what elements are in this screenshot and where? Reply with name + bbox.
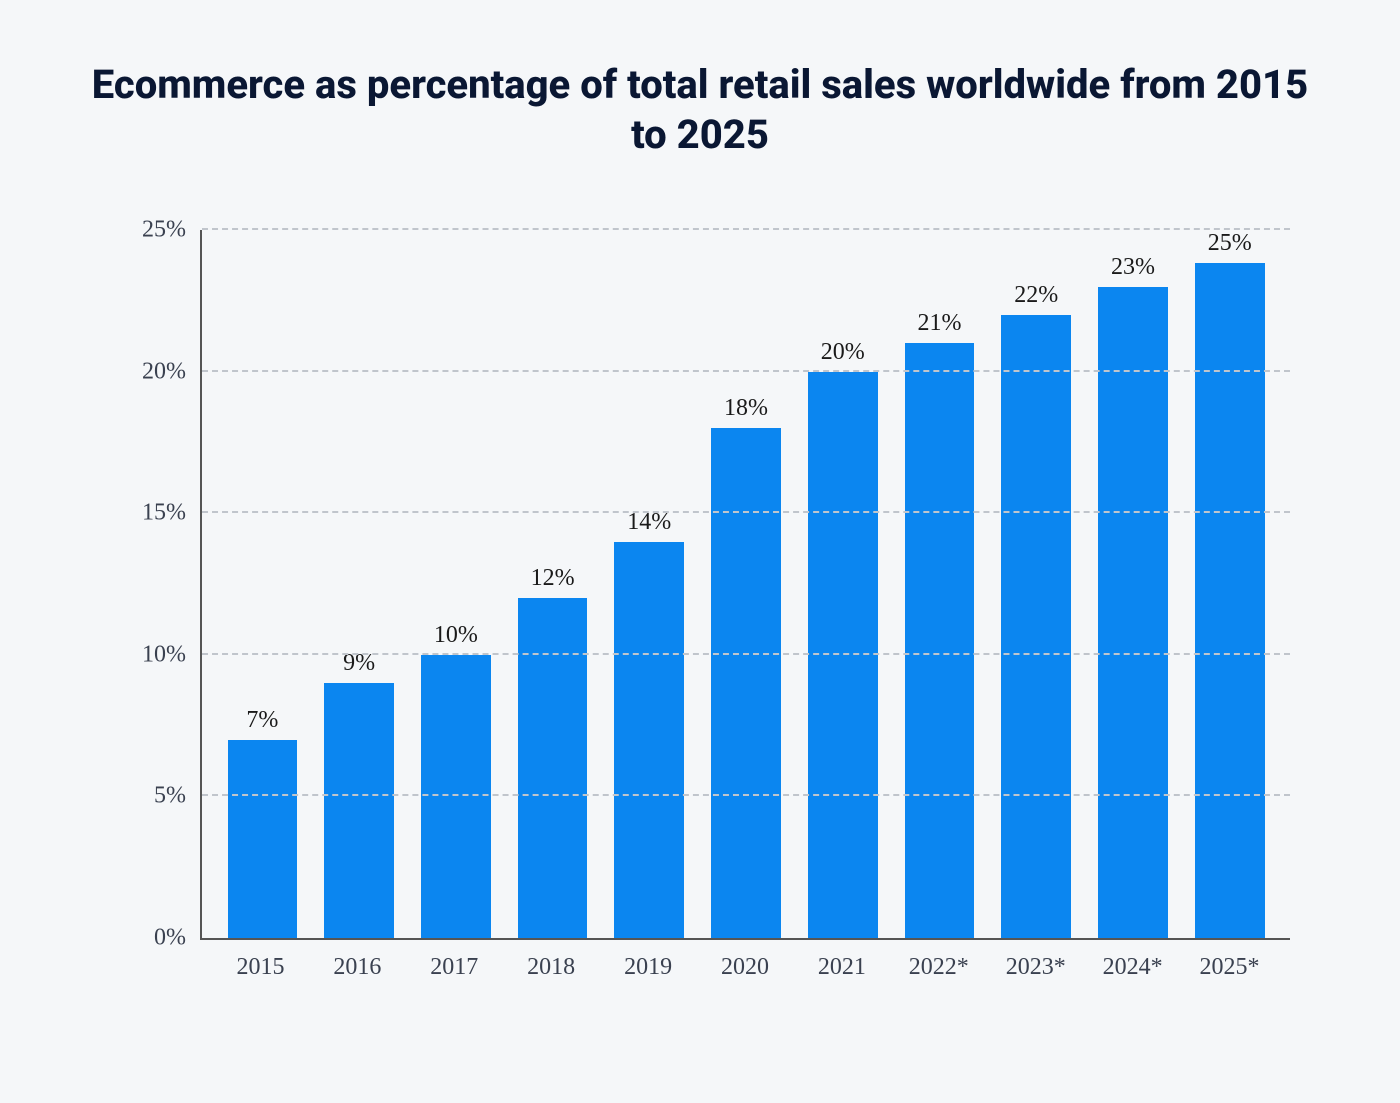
chart-title: Ecommerce as percentage of total retail … bbox=[90, 60, 1310, 160]
bar bbox=[324, 683, 394, 938]
bar-slot: 18% bbox=[698, 230, 795, 938]
bar-slot: 9% bbox=[311, 230, 408, 938]
grid-line bbox=[202, 653, 1290, 655]
x-axis: 20152016201720182019202020212022*2023*20… bbox=[200, 940, 1290, 1000]
bars-row: 7% 9% 10% 12% 14% 18% 20% 21% 22% 23% 25% bbox=[202, 230, 1290, 938]
y-tick-label: 5% bbox=[154, 783, 186, 810]
grid-line bbox=[202, 370, 1290, 372]
bar-value-label: 20% bbox=[821, 339, 865, 366]
bar-slot: 10% bbox=[407, 230, 504, 938]
x-tick-label: 2019 bbox=[600, 940, 697, 1000]
bar-value-label: 23% bbox=[1111, 254, 1155, 281]
bar-slot: 25% bbox=[1181, 230, 1278, 938]
bar-slot: 12% bbox=[504, 230, 601, 938]
plot-area: 7%9%10%12%14%18%20%21%22%23%25% 0%5%10%1… bbox=[200, 230, 1290, 940]
bar-slot: 21% bbox=[891, 230, 988, 938]
y-tick-label: 0% bbox=[154, 925, 186, 952]
bar-slot: 7% bbox=[214, 230, 311, 938]
bar-slot: 22% bbox=[988, 230, 1085, 938]
y-tick-label: 15% bbox=[142, 500, 186, 527]
bar bbox=[1098, 287, 1168, 938]
bar-slot: 14% bbox=[601, 230, 698, 938]
x-tick-label: 2020 bbox=[697, 940, 794, 1000]
y-tick-label: 10% bbox=[142, 641, 186, 668]
bar-value-label: 12% bbox=[531, 565, 575, 592]
y-tick-label: 20% bbox=[142, 358, 186, 385]
bar-slot: 23% bbox=[1085, 230, 1182, 938]
x-tick-label: 2016 bbox=[309, 940, 406, 1000]
bar bbox=[228, 740, 298, 938]
bar bbox=[1001, 315, 1071, 938]
bar-value-label: 7% bbox=[246, 707, 278, 734]
chart-wrap: 7% 9% 10% 12% 14% 18% 20% 21% 22% 23% 25% 0% 5% 10% 1… bbox=[90, 200, 1310, 1000]
x-tick-label: 2022* bbox=[890, 940, 987, 1000]
grid-line bbox=[202, 511, 1290, 513]
grid-line bbox=[202, 794, 1290, 796]
x-tick-label: 2018 bbox=[503, 940, 600, 1000]
bar-value-label: 10% bbox=[434, 622, 478, 649]
x-tick-label: 2021 bbox=[793, 940, 890, 1000]
bar bbox=[421, 655, 491, 938]
grid-line bbox=[202, 228, 1290, 230]
x-tick-label: 2024* bbox=[1084, 940, 1181, 1000]
bar bbox=[614, 542, 684, 938]
bar-value-label: 22% bbox=[1014, 282, 1058, 309]
bar-slot: 20% bbox=[794, 230, 891, 938]
bar bbox=[711, 428, 781, 938]
x-tick-label: 2015 bbox=[212, 940, 309, 1000]
x-tick-label: 2023* bbox=[987, 940, 1084, 1000]
y-tick-label: 25% bbox=[142, 217, 186, 244]
x-tick-label: 2017 bbox=[406, 940, 503, 1000]
bar-value-label: 18% bbox=[724, 395, 768, 422]
bar-value-label: 25% bbox=[1208, 230, 1252, 257]
bar bbox=[1195, 263, 1265, 938]
x-tick-label: 2025* bbox=[1181, 940, 1278, 1000]
bar-value-label: 21% bbox=[918, 310, 962, 337]
chart-container: Ecommerce as percentage of total retail … bbox=[0, 0, 1400, 1103]
bar bbox=[518, 598, 588, 938]
bar bbox=[905, 343, 975, 938]
